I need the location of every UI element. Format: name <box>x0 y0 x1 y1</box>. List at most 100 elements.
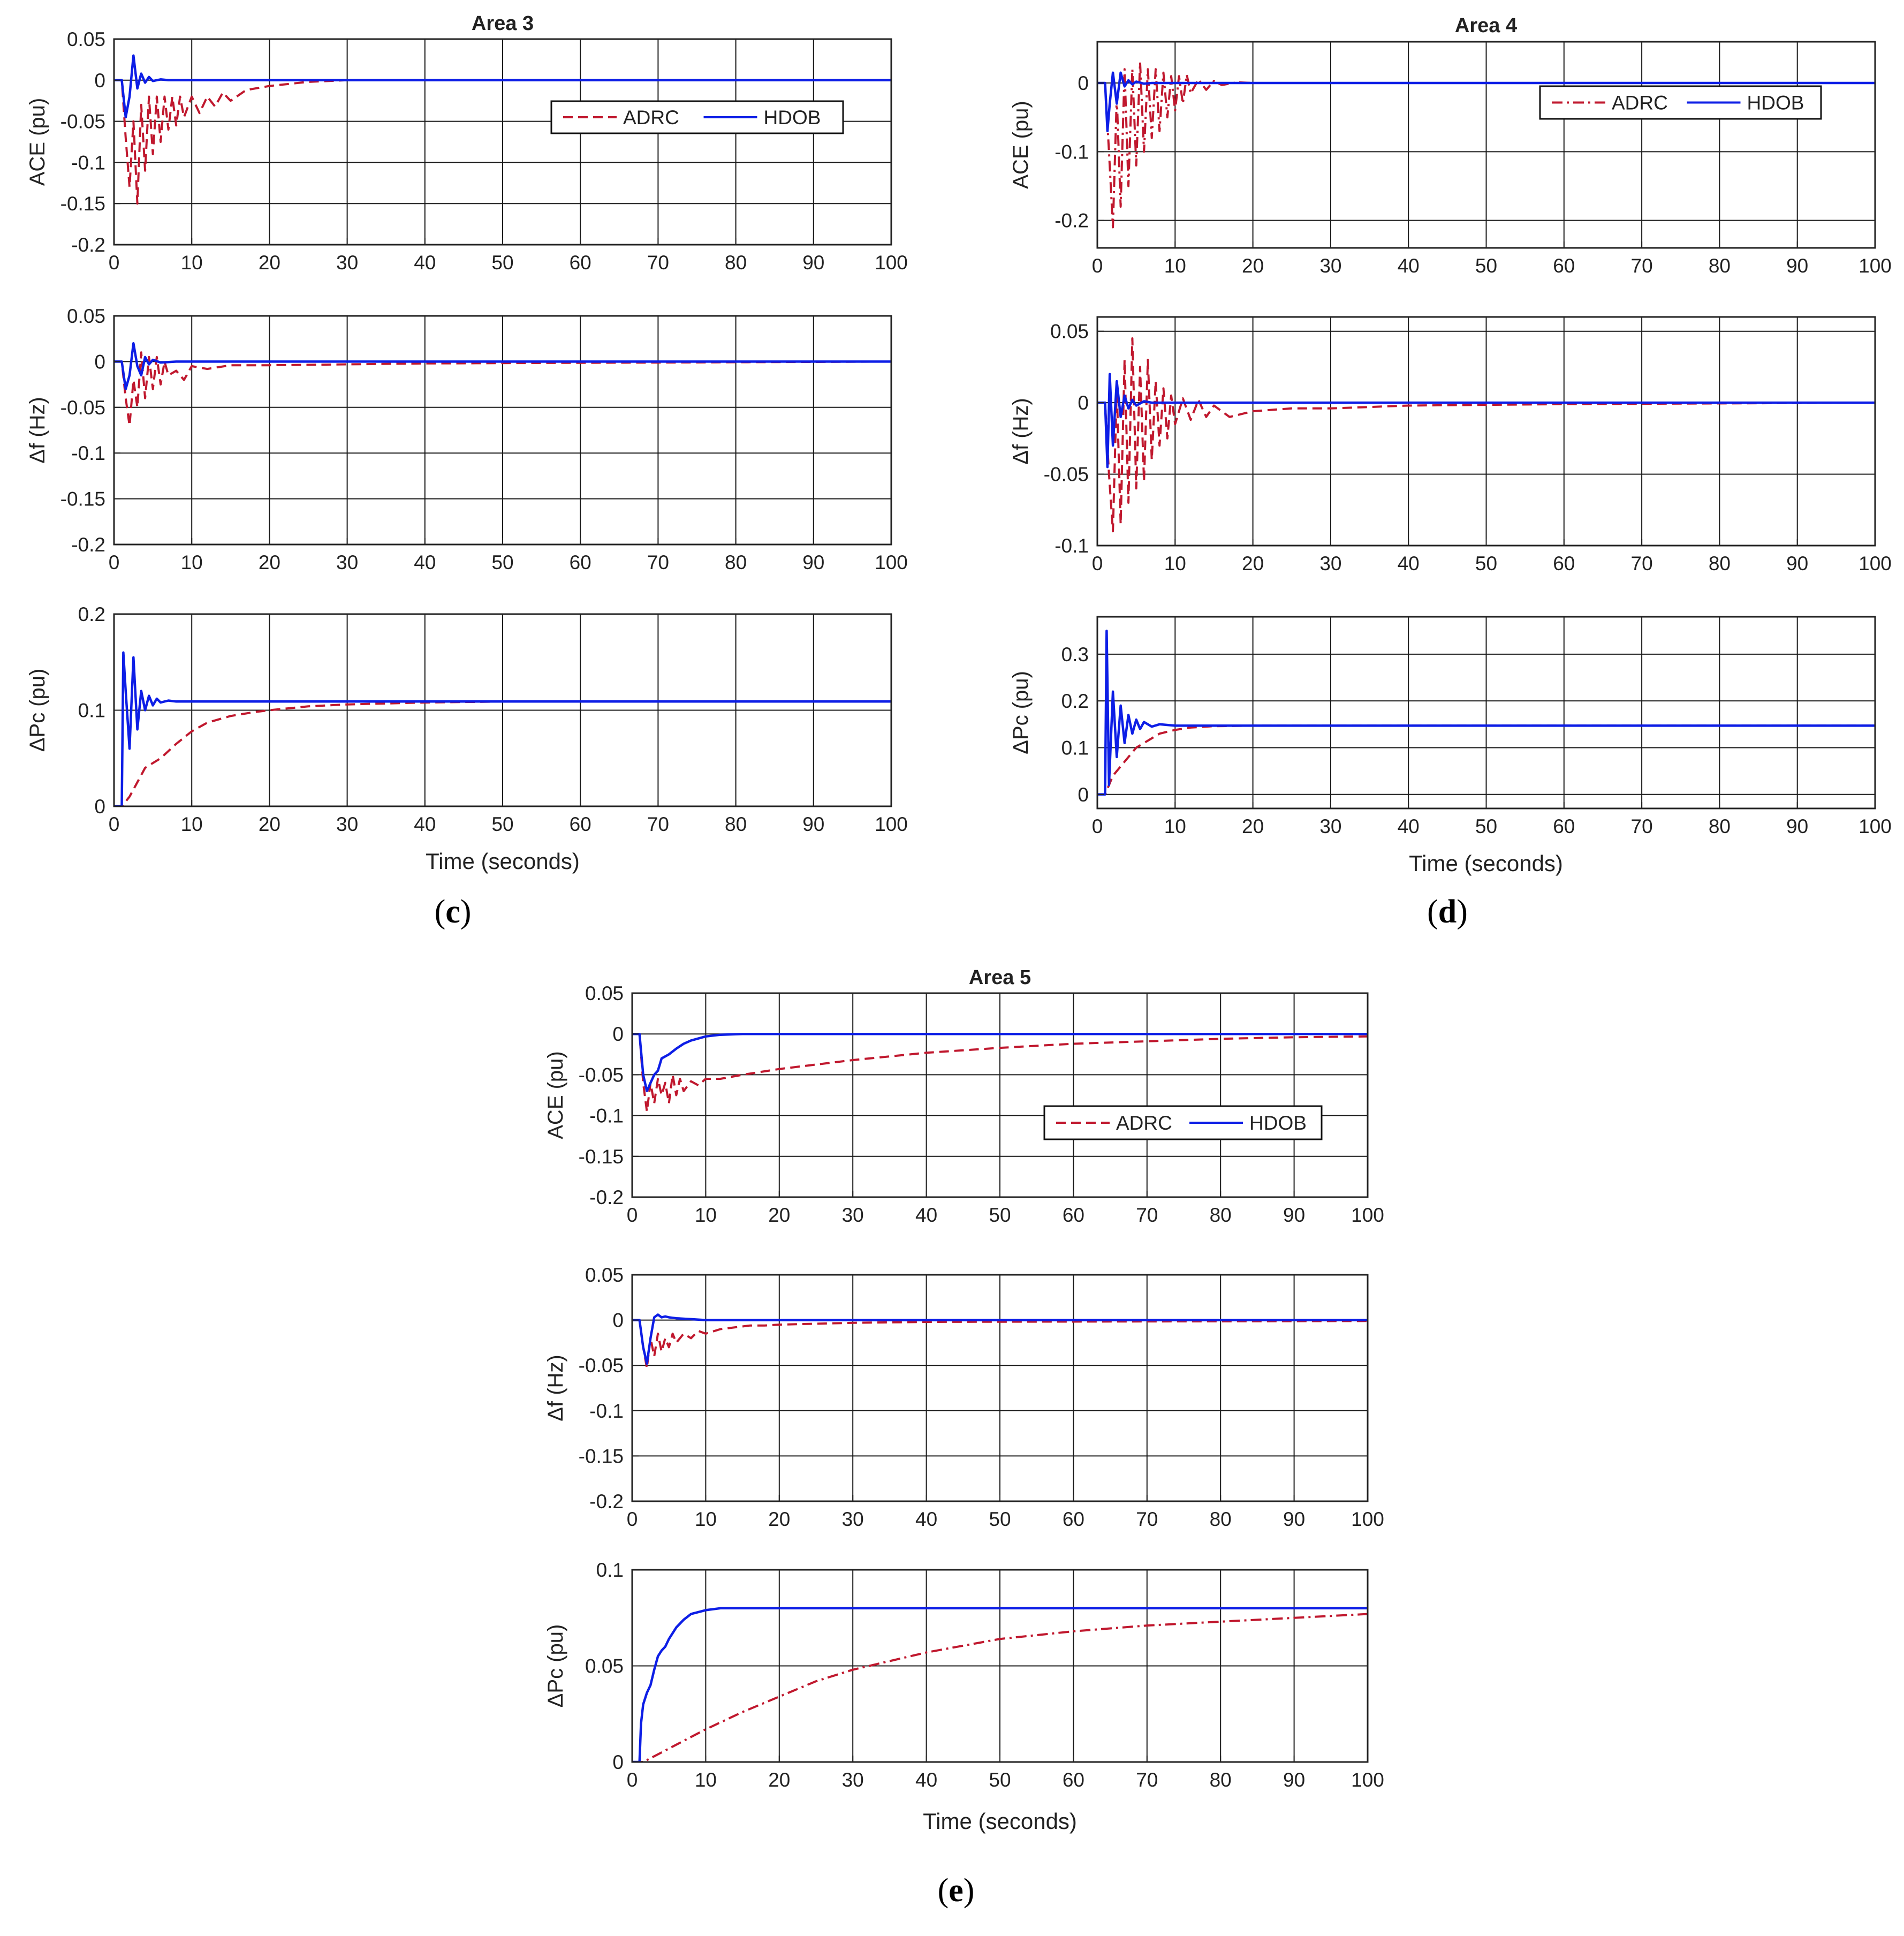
x-tick-label: 10 <box>181 252 203 274</box>
y-tick-label: -0.05 <box>60 397 105 419</box>
x-tick-label: 80 <box>1709 553 1731 574</box>
x-tick-label: 10 <box>695 1508 717 1530</box>
subplot-d-3: 0.3 0.2 0.1 00 10 20 30 40 50 60 70 80 90 100 ΔPc (pu) <box>1009 616 1892 837</box>
x-tick-label: 30 <box>842 1508 864 1530</box>
x-tick-label: 50 <box>491 252 513 274</box>
x-axis-label: Time (seconds) <box>426 849 580 874</box>
legend-label-adrc: ADRC <box>623 107 679 128</box>
y-tick-label: -0.1 <box>589 1105 624 1127</box>
x-tick-label: 100 <box>1351 1204 1384 1226</box>
subplot-e-2: 0.050-0.05-0.1-0.15-0.20 10 20 30 40 50 60 70 80… <box>544 1264 1384 1530</box>
x-tick-label: 70 <box>647 551 669 573</box>
y-tick-label: 0.05 <box>585 1655 624 1677</box>
x-tick-label: 50 <box>1475 553 1497 574</box>
x-tick-label: 80 <box>1210 1204 1232 1226</box>
x-tick-label: 70 <box>1136 1204 1158 1226</box>
x-tick-label: 0 <box>1092 255 1103 277</box>
series-hdob-line <box>632 1607 1368 1762</box>
x-tick-label: 90 <box>1283 1204 1305 1226</box>
x-tick-label: 40 <box>915 1204 937 1226</box>
subplot-c-1: 0.050-0.05-0.1-0.15-0.20 10 20 30 40 50 60 70 80… <box>26 28 908 274</box>
x-tick-label: 10 <box>1164 815 1186 837</box>
legend-label-adrc: ADRC <box>1612 92 1668 114</box>
x-tick-label: 60 <box>1063 1204 1084 1226</box>
chart-title: Area 5 <box>969 966 1031 989</box>
x-tick-label: 0 <box>627 1769 638 1791</box>
y-tick-label: -0.15 <box>60 193 105 215</box>
y-tick-label: 0 <box>94 351 105 373</box>
x-axis-label: Time (seconds) <box>923 1809 1077 1834</box>
y-tick-label: -0.1 <box>71 152 105 173</box>
x-tick-label: 90 <box>802 813 824 835</box>
y-tick-label: 0 <box>1078 784 1089 806</box>
series-hdob-line <box>632 1313 1368 1365</box>
legend: ADRC HDOB <box>1043 1105 1323 1140</box>
series-adrc-line <box>1097 61 1875 229</box>
x-tick-label: 30 <box>1319 815 1341 837</box>
x-tick-label: 40 <box>915 1769 937 1791</box>
y-tick-label: 0.1 <box>78 700 105 722</box>
series-hdob-line <box>632 1032 1368 1093</box>
x-tick-label: 10 <box>695 1769 717 1791</box>
x-tick-label: 80 <box>1709 815 1731 837</box>
subplot-e-1: 0.050-0.05-0.1-0.15-0.20 10 20 30 40 50 60 70 80… <box>544 982 1384 1226</box>
x-tick-label: 40 <box>414 551 436 573</box>
subplot-d-1: 0 -0.1 -0.2 0 10 20 30 40 50 60 70 80 90 100 ACE (pu) A… <box>1009 41 1892 277</box>
x-tick-label: 80 <box>1709 255 1731 277</box>
chart-title: Area 4 <box>1455 14 1517 37</box>
y-tick-label: -0.1 <box>1055 535 1089 557</box>
x-tick-label: 100 <box>875 551 908 573</box>
x-tick-label: 40 <box>414 252 436 274</box>
x-tick-label: 80 <box>725 252 747 274</box>
chart-c: Area 30.050-0.05-0.1-0.15-0.20 10 20 30 40 50… <box>26 12 908 874</box>
series-adrc-line <box>114 351 891 427</box>
x-tick-label: 100 <box>875 813 908 835</box>
chart-d: Area 40-0.1-0.20 10 20 30 40 50 60 70 80 90 100ACE… <box>1009 14 1892 876</box>
series-adrc-line <box>114 79 891 205</box>
y-tick-label: 0 <box>94 70 105 92</box>
caption-c: (c) <box>434 894 472 930</box>
y-tick-label: 0.2 <box>78 603 105 625</box>
series-hdob-line <box>114 54 891 119</box>
series-hdob-line <box>114 342 891 390</box>
x-tick-label: 100 <box>1351 1769 1384 1791</box>
x-tick-label: 100 <box>875 252 908 274</box>
x-tick-label: 90 <box>1786 815 1808 837</box>
x-tick-label: 20 <box>259 252 280 274</box>
x-tick-label: 0 <box>627 1204 638 1226</box>
x-tick-label: 80 <box>1210 1508 1232 1530</box>
x-tick-label: 30 <box>336 813 358 835</box>
y-tick-label: 0 <box>94 796 105 818</box>
y-tick-label: -0.15 <box>579 1445 624 1467</box>
y-axis-label: ACE (pu) <box>544 1051 567 1139</box>
y-tick-label: -0.2 <box>71 234 105 256</box>
x-tick-label: 30 <box>842 1769 864 1791</box>
y-tick-label: 0.05 <box>585 1264 624 1286</box>
x-tick-label: 80 <box>725 551 747 573</box>
x-tick-label: 90 <box>1786 553 1808 574</box>
x-tick-label: 80 <box>725 813 747 835</box>
series-hdob-line <box>114 651 891 806</box>
x-tick-label: 50 <box>989 1508 1011 1530</box>
x-tick-label: 40 <box>1398 553 1420 574</box>
x-tick-label: 20 <box>259 551 280 573</box>
x-tick-label: 70 <box>1631 255 1653 277</box>
x-tick-label: 50 <box>491 551 513 573</box>
series-adrc-line <box>1097 337 1875 533</box>
x-tick-label: 60 <box>1063 1769 1084 1791</box>
y-axis-label: Δf (Hz) <box>544 1355 567 1421</box>
x-tick-label: 10 <box>1164 255 1186 277</box>
x-tick-label: 90 <box>1283 1508 1305 1530</box>
x-tick-label: 10 <box>181 551 203 573</box>
y-axis-label: ΔPc (pu) <box>544 1624 567 1708</box>
series-hdob-line <box>1097 373 1875 468</box>
legend: ADRC HDOB <box>1539 85 1822 120</box>
x-tick-label: 20 <box>1242 553 1264 574</box>
x-tick-label: 10 <box>181 813 203 835</box>
series-adrc-line <box>632 1319 1368 1370</box>
x-tick-label: 20 <box>768 1204 790 1226</box>
x-tick-label: 40 <box>414 813 436 835</box>
y-tick-label: -0.1 <box>71 442 105 464</box>
x-tick-label: 50 <box>491 813 513 835</box>
